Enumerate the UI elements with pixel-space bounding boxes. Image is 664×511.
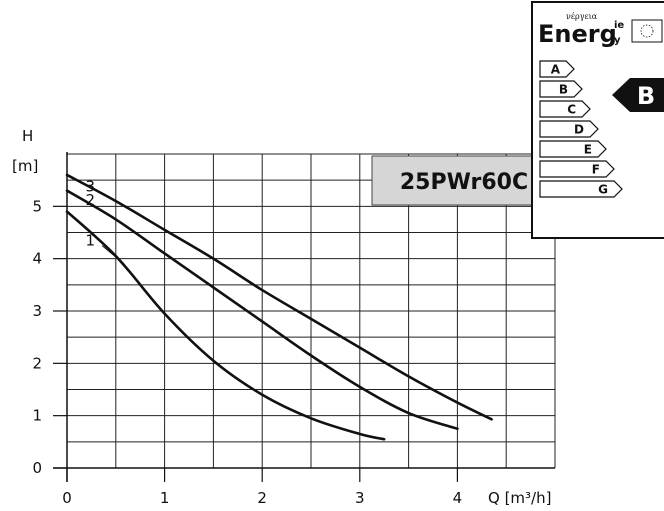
energy-class-G: G xyxy=(540,181,622,197)
energy-label-subtitle: νέργεια xyxy=(566,12,598,21)
energy-class-letter: E xyxy=(584,143,592,157)
energy-class-letter: D xyxy=(574,123,584,137)
y-tick-label: 3 xyxy=(32,302,42,320)
energy-class-A: A xyxy=(540,61,574,77)
curve-lines xyxy=(67,175,492,439)
x-tick-label: 1 xyxy=(160,489,170,507)
x-tick-label: 2 xyxy=(257,489,267,507)
x-tick-labels: 0 1 2 3 4 xyxy=(62,489,462,507)
y-tick-label: 2 xyxy=(32,354,42,372)
curve-label-3: 3 xyxy=(86,177,96,195)
energy-label-title: Energ xyxy=(538,20,617,48)
y-tick-label: 0 xyxy=(32,459,42,477)
y-tick-label: 4 xyxy=(32,250,42,268)
x-axis-label: Q [m³/h] xyxy=(488,489,551,507)
model-label: 25PWr60C xyxy=(400,170,528,195)
curve-3 xyxy=(67,175,492,419)
curve-1 xyxy=(67,212,384,440)
energy-class-letter: F xyxy=(592,163,600,177)
y-tick-label: 5 xyxy=(32,197,42,215)
y-tick-label: 1 xyxy=(32,407,42,425)
y-axis-label: H xyxy=(22,127,33,145)
energy-label-side-top: ie xyxy=(614,20,624,31)
energy-class-F: F xyxy=(540,161,614,177)
energy-label-side-bottom: y xyxy=(614,35,621,46)
energy-rating-letter: B xyxy=(637,82,655,110)
curve-label-1: 1 xyxy=(86,231,96,249)
y-axis-unit: [m] xyxy=(12,157,38,175)
x-tick-label: 3 xyxy=(355,489,365,507)
x-tick-label: 0 xyxy=(62,489,72,507)
model-label-box: 25PWr60C xyxy=(372,156,556,205)
energy-class-letter: A xyxy=(551,63,561,77)
y-tick-labels: 0 1 2 3 4 5 xyxy=(32,197,42,477)
energy-class-letter: G xyxy=(598,183,608,197)
energy-class-B: B xyxy=(540,81,582,97)
energy-class-letter: C xyxy=(567,103,576,117)
x-tick-label: 4 xyxy=(453,489,463,507)
energy-class-E: E xyxy=(540,141,606,157)
energy-class-letter: B xyxy=(559,83,568,97)
energy-class-D: D xyxy=(540,121,598,137)
energy-class-C: C xyxy=(540,101,590,117)
